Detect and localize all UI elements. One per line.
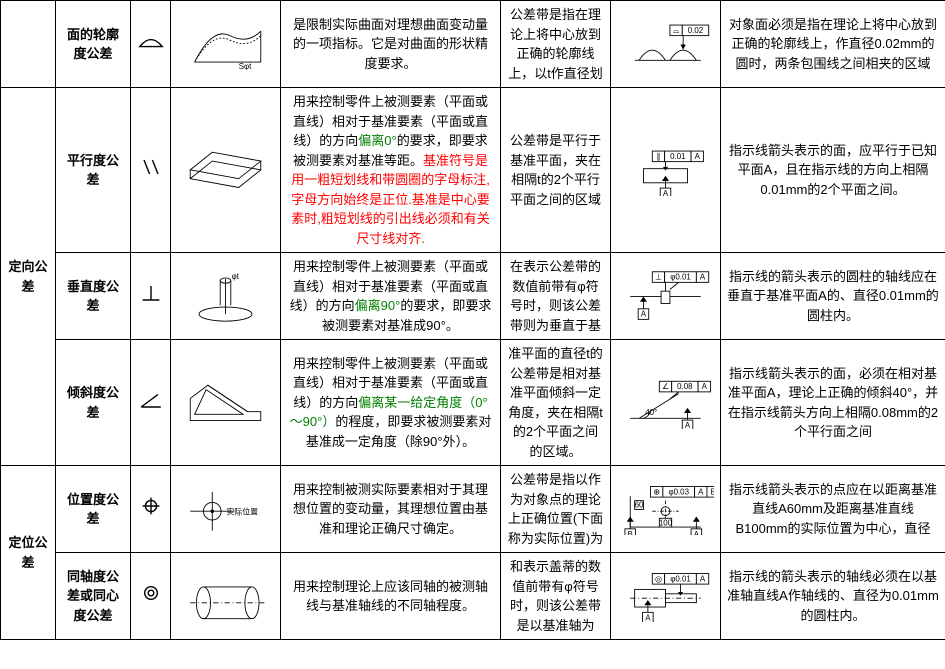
description-text: 用来控制理论上应该同轴的被测轴线与基准轴线的不同轴程度。	[293, 579, 488, 614]
symbol-cell	[131, 466, 171, 553]
svg-text:Sφt: Sφt	[239, 62, 252, 71]
table-row: 垂直度公差 φt 用来控制零件上被测要素（平面或直线）相对于基准要素（平面或直线）的…	[1, 253, 945, 340]
interpretation-cell: 指示线箭头表示的面，应平行于已知平面A，且在指示线的方向上相隔0.01mm的2个…	[721, 88, 945, 253]
svg-text:0.01: 0.01	[670, 152, 686, 161]
tolerance-zone-cell: 在表示公差带的数值前带有φ符号时，则该公差带则为垂直于基	[501, 253, 611, 340]
svg-text:φ0.03: φ0.03	[668, 487, 689, 496]
interpretation-cell: 指示线箭头表示的面，必须在相对基准平面A，理论上正确的倾斜40°，并在指示线箭头…	[721, 340, 945, 466]
svg-text:⊕: ⊕	[653, 487, 660, 496]
svg-text:0.08: 0.08	[677, 382, 693, 391]
svg-text:A: A	[694, 529, 700, 535]
sample-sketch-1: φt	[171, 253, 281, 340]
description-cell: 用来控制理论上应该同轴的被测轴线与基准轴线的不同轴程度。	[281, 553, 501, 640]
description-text: 是限制实际曲面对理想曲面变动量的一项指标。它是对曲面的形状精度要求。	[293, 17, 488, 71]
svg-text:A: A	[700, 574, 706, 583]
svg-text:A: A	[695, 152, 701, 161]
svg-text:A: A	[702, 382, 708, 391]
category-cell: 定位公差	[1, 466, 56, 640]
description-cell: 用来控制被测实际要素相对于其理想位置的变动量，其理想位置由基准和理论正确尺寸确定…	[281, 466, 501, 553]
category-cell	[1, 1, 56, 88]
tolerance-name: 平行度公差	[56, 88, 131, 253]
svg-text:⌓: ⌓	[673, 26, 680, 35]
svg-text:A: A	[641, 309, 647, 318]
tolerance-zone-cell: 准平面的直径t的公差带是相对基准平面倾斜一定角度，夹在相隔t的2个平面之间的区域…	[501, 340, 611, 466]
sample-sketch-2: 60100⊕φ0.03ABBA	[611, 466, 721, 553]
tolerance-zone-cell: 和表示盖蒂的数值前带有φ符号时，则该公差带是以基准轴为	[501, 553, 611, 640]
sample-sketch-2: ⊥ φ0.01 A A	[611, 253, 721, 340]
svg-text:∥: ∥	[656, 152, 660, 161]
interpretation-cell: 指示线箭头表示的点应在以距离基准直线A60mm及距离基准直线B100mm的实际位…	[721, 466, 945, 553]
svg-text:B: B	[628, 529, 633, 535]
interpretation-cell: 指示线的箭头表示的轴线必须在以基准轴直线A作轴线的、直径为0.01mm的圆柱内。	[721, 553, 945, 640]
tolerance-name: 同轴度公差或同心度公差	[56, 553, 131, 640]
symbol-cell	[131, 1, 171, 88]
sample-sketch-2: ⌓ 0.02	[611, 1, 721, 88]
tolerance-zone-cell: 公差带是指以作为对象点的理论上正确位置(下面称为实际位置)为	[501, 466, 611, 553]
description-cell: 是限制实际曲面对理想曲面变动量的一项指标。它是对曲面的形状精度要求。	[281, 1, 501, 88]
svg-text:A: A	[698, 487, 704, 496]
svg-text:◎: ◎	[655, 574, 662, 583]
table-row: 定向公差平行度公差用来控制零件上被测要素（平面或直线）相对于基准要素（平面或直线…	[1, 88, 945, 253]
table-row: 定位公差位置度公差实际位置用来控制被测实际要素相对于其理想位置的变动量，其理想位…	[1, 466, 945, 553]
position-symbol-icon	[137, 504, 165, 519]
tolerance-name: 垂直度公差	[56, 253, 131, 340]
interpretation-cell: 指示线的箭头表示的圆柱的轴线应在垂直于基准平面A的、直径0.01mm的圆柱内。	[721, 253, 945, 340]
symbol-cell	[131, 553, 171, 640]
tolerance-table: 面的轮廓度公差 Sφt 是限制实际曲面对理想曲面变动量的一项指标。它是对曲面的形状精…	[0, 0, 945, 640]
category-cell: 定向公差	[1, 88, 56, 466]
svg-text:100: 100	[659, 518, 673, 527]
tolerance-zone-cell: 公差带是平行于基准平面，夹在相隔t的2个平行平面之间的区域	[501, 88, 611, 253]
angularity-symbol-icon	[137, 398, 165, 413]
perpendicularity-symbol-icon	[137, 291, 165, 306]
description-cell: 用来控制零件上被测要素（平面或直线）相对于基准要素（平面或直线）的方向偏离某一给…	[281, 340, 501, 466]
tolerance-zone-cell: 公差带是指在理论上将中心放到正确的轮廓线上，以t作直径划	[501, 1, 611, 88]
tolerance-name: 位置度公差	[56, 466, 131, 553]
description-text: 偏离90°	[355, 298, 401, 313]
svg-text:A: A	[645, 613, 651, 622]
svg-text:60: 60	[635, 500, 644, 509]
svg-text:φt: φt	[232, 271, 240, 280]
svg-text:B: B	[710, 487, 714, 496]
table-row: 倾斜度公差 用来控制零件上被测要素（平面或直线）相对于基准要素（平面或直线）的方向…	[1, 340, 945, 466]
sample-sketch-1	[171, 553, 281, 640]
table-row: 同轴度公差或同心度公差 用来控制理论上应该同轴的被测轴线与基准轴线的不同轴程度。和…	[1, 553, 945, 640]
sample-sketch-1: Sφt	[171, 1, 281, 88]
svg-text:40°: 40°	[645, 408, 657, 417]
sample-sketch-1	[171, 88, 281, 253]
svg-text:∠: ∠	[662, 382, 669, 391]
description-text: 偏离0°	[358, 133, 396, 148]
table-row: 面的轮廓度公差 Sφt 是限制实际曲面对理想曲面变动量的一项指标。它是对曲面的形状精…	[1, 1, 945, 88]
svg-text:0.02: 0.02	[688, 26, 703, 35]
tolerance-name: 倾斜度公差	[56, 340, 131, 466]
interpretation-cell: 对象面必须是指在理论上将中心放到正确的轮廓线上，作直径0.02mm的圆时，两条包…	[721, 1, 945, 88]
sample-sketch-2: 40° ∠ 0.08 A A	[611, 340, 721, 466]
sample-sketch-2: ◎ φ0.01 A A	[611, 553, 721, 640]
parallelism-symbol-icon	[137, 165, 165, 180]
tolerance-name: 面的轮廓度公差	[56, 1, 131, 88]
description-text: 用来控制被测实际要素相对于其理想位置的变动量，其理想位置由基准和理论正确尺寸确定…	[293, 482, 488, 536]
svg-text:A: A	[700, 272, 706, 281]
description-cell: 用来控制零件上被测要素（平面或直线）相对于基准要素（平面或直线）的方向偏离90°…	[281, 253, 501, 340]
svg-text:A: A	[663, 189, 669, 197]
profile-surface-symbol-icon	[137, 39, 165, 54]
svg-text:实际位置: 实际位置	[226, 506, 258, 516]
sample-sketch-1: 实际位置	[171, 466, 281, 553]
sample-sketch-2: ∥ 0.01 A A	[611, 88, 721, 253]
svg-text:φ0.01: φ0.01	[670, 272, 691, 281]
symbol-cell	[131, 340, 171, 466]
symbol-cell	[131, 253, 171, 340]
symbol-cell	[131, 88, 171, 253]
svg-text:⊥: ⊥	[655, 272, 662, 281]
concentricity-symbol-icon	[137, 591, 165, 606]
svg-text:φ0.01: φ0.01	[670, 574, 691, 583]
description-cell: 用来控制零件上被测要素（平面或直线）相对于基准要素（平面或直线）的方向偏离0°的…	[281, 88, 501, 253]
svg-text:A: A	[685, 421, 691, 429]
sample-sketch-1	[171, 340, 281, 466]
